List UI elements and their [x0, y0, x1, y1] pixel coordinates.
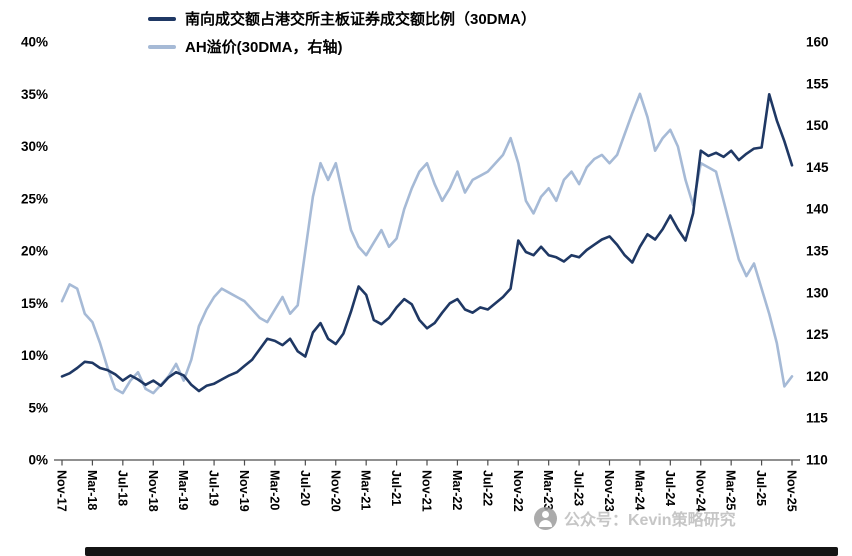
- right-axis-tick-label: 135: [806, 244, 829, 259]
- series-line-ah-premium: [60, 92, 794, 395]
- x-axis-tick-label: Jul-20: [298, 470, 312, 506]
- right-axis-tick-label: 145: [806, 160, 829, 175]
- x-axis-tick-label: Mar-23: [541, 470, 555, 510]
- x-axis-tick-label: Mar-24: [632, 470, 646, 510]
- x-axis-tick-label: Nov-18: [146, 470, 160, 512]
- x-axis-tick-label: Nov-17: [55, 470, 69, 512]
- x-axis-tick-label: Nov-22: [511, 470, 525, 512]
- chart-legend: 南向成交额占港交所主板证券成交额比例（30DMA） AH溢价(30DMA，右轴): [148, 8, 536, 57]
- x-axis-tick-label: Jul-25: [754, 470, 768, 506]
- x-axis-tick-label: Mar-25: [724, 470, 738, 510]
- legend-swatch-navy-line: [148, 16, 176, 21]
- x-axis-tick-label: Mar-18: [85, 470, 99, 510]
- watermark: 公众号：Kevin策略研究: [534, 506, 736, 530]
- x-axis-tick-label: Mar-22: [450, 470, 464, 510]
- x-axis-tick-label: Jul-21: [389, 470, 403, 506]
- x-axis-tick-label: Nov-23: [602, 470, 616, 512]
- right-axis-tick-label: 140: [806, 202, 829, 217]
- bottom-bar: [85, 547, 838, 556]
- left-axis-tick-label: 5%: [28, 400, 48, 415]
- left-axis-tick-label: 20%: [21, 244, 48, 259]
- left-axis-tick-label: 30%: [21, 139, 48, 154]
- x-axis-tick-label: Jul-24: [663, 470, 677, 506]
- x-axis-tick-label: Nov-21: [420, 470, 434, 512]
- x-axis-tick-label: Nov-20: [328, 470, 342, 512]
- x-axis-tick-label: Mar-19: [176, 470, 190, 510]
- right-axis-tick-label: 155: [806, 76, 829, 91]
- wechat-official-account-icon: [534, 506, 557, 530]
- x-axis-tick-label: Nov-25: [785, 470, 799, 512]
- x-axis-tick-label: Mar-20: [267, 470, 281, 510]
- right-axis-tick-label: 125: [806, 327, 829, 342]
- watermark-text: 公众号：Kevin策略研究: [564, 512, 736, 529]
- right-axis-tick-label: 110: [806, 453, 828, 468]
- right-axis-tick-label: 115: [806, 411, 828, 426]
- left-axis-tick-label: 10%: [21, 348, 48, 363]
- x-axis-tick-label: Jul-19: [207, 470, 221, 506]
- left-axis-tick-label: 40%: [21, 35, 48, 50]
- legend-swatch-lightblue-line: [148, 44, 176, 49]
- series-line-southbound-share: [60, 93, 794, 393]
- right-axis-tick-label: 150: [806, 118, 829, 133]
- left-axis-tick-label: 0%: [28, 453, 48, 468]
- legend-item-southbound-share: 南向成交额占港交所主板证券成交额比例（30DMA）: [148, 8, 536, 29]
- x-axis-tick-label: Nov-24: [693, 470, 707, 512]
- legend-label-southbound-share: 南向成交额占港交所主板证券成交额比例（30DMA）: [185, 11, 536, 28]
- x-axis-tick-label: Jul-22: [480, 470, 494, 506]
- x-axis-tick-label: Jul-18: [115, 470, 129, 506]
- left-axis-tick-label: 25%: [21, 191, 48, 206]
- legend-item-ah-premium: AH溢价(30DMA，右轴): [148, 36, 536, 57]
- left-axis-tick-label: 15%: [21, 296, 48, 311]
- legend-label-ah-premium: AH溢价(30DMA，右轴): [185, 39, 343, 56]
- right-axis-tick-label: 160: [806, 35, 829, 50]
- right-axis-tick-label: 120: [806, 369, 829, 384]
- x-axis-tick-label: Mar-21: [359, 470, 373, 510]
- left-axis-tick-label: 35%: [21, 87, 48, 102]
- x-axis-tick-label: Nov-19: [237, 470, 251, 512]
- right-axis-tick-label: 130: [806, 285, 829, 300]
- x-axis-tick-label: Jul-23: [572, 470, 586, 506]
